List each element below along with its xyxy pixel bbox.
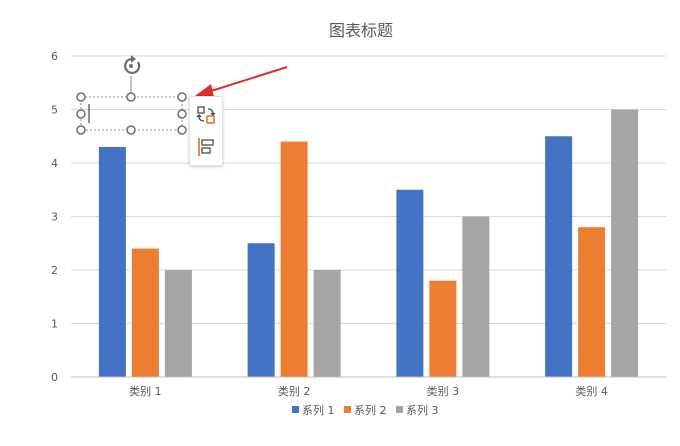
bar-1-3 [396, 189, 424, 377]
x-tick-label: 类别 3 [427, 384, 460, 398]
y-axis: 0 1 2 3 4 5 6 [51, 50, 58, 384]
bar-3-1 [164, 270, 192, 377]
gridlines [71, 55, 666, 324]
resize-handle-bottom-right[interactable] [177, 125, 187, 135]
align-icon [198, 138, 214, 156]
y-tick-label: 0 [51, 371, 58, 384]
legend: 系列 1 系列 2 系列 3 [292, 403, 439, 417]
resize-handle-bottom[interactable] [126, 125, 136, 135]
y-tick-label: 6 [51, 50, 58, 63]
y-tick-label: 4 [51, 157, 58, 170]
layout-options-button[interactable] [194, 103, 218, 127]
bar-2-1 [131, 248, 159, 377]
resize-handle-top-left[interactable] [76, 92, 86, 102]
bar-1-4 [545, 136, 573, 377]
legend-swatch-3 [396, 406, 403, 413]
rotate-handle-icon[interactable] [124, 55, 141, 74]
bars [98, 109, 639, 377]
resize-handle-top[interactable] [126, 92, 136, 102]
bar-3-4 [611, 109, 639, 377]
layout-options-icon [196, 106, 216, 124]
y-tick-label: 2 [51, 264, 58, 277]
selected-text-box[interactable] [76, 55, 187, 135]
resize-handle-top-right[interactable] [177, 92, 187, 102]
x-tick-label: 类别 1 [129, 384, 162, 398]
floating-toolbar [189, 96, 223, 166]
x-tick-label: 类别 2 [278, 384, 311, 398]
resize-handle-left[interactable] [76, 109, 86, 119]
bar-2-2 [280, 141, 308, 377]
legend-label-2: 系列 2 [354, 403, 387, 417]
bar-3-3 [462, 216, 490, 377]
chart-title: 图表标题 [329, 21, 393, 40]
y-tick-label: 1 [51, 318, 58, 331]
x-axis: 类别 1 类别 2 类别 3 类别 4 [71, 376, 666, 398]
legend-label-3: 系列 3 [406, 403, 439, 417]
resize-handle-right[interactable] [177, 109, 187, 119]
resize-handle-bottom-left[interactable] [76, 125, 86, 135]
arrow-icon [195, 66, 288, 97]
legend-label-1: 系列 1 [302, 403, 335, 417]
y-tick-label: 5 [51, 104, 58, 117]
bar-3-2 [313, 270, 341, 377]
text-box-border [80, 96, 183, 131]
bar-1-1 [98, 146, 126, 377]
align-button[interactable] [194, 135, 218, 159]
bar-1-2 [247, 243, 275, 377]
legend-swatch-1 [292, 406, 299, 413]
bar-2-3 [429, 280, 457, 377]
legend-swatch-2 [344, 406, 351, 413]
bar-2-4 [578, 227, 606, 377]
x-tick-label: 类别 4 [575, 384, 608, 398]
y-tick-label: 3 [51, 211, 58, 224]
